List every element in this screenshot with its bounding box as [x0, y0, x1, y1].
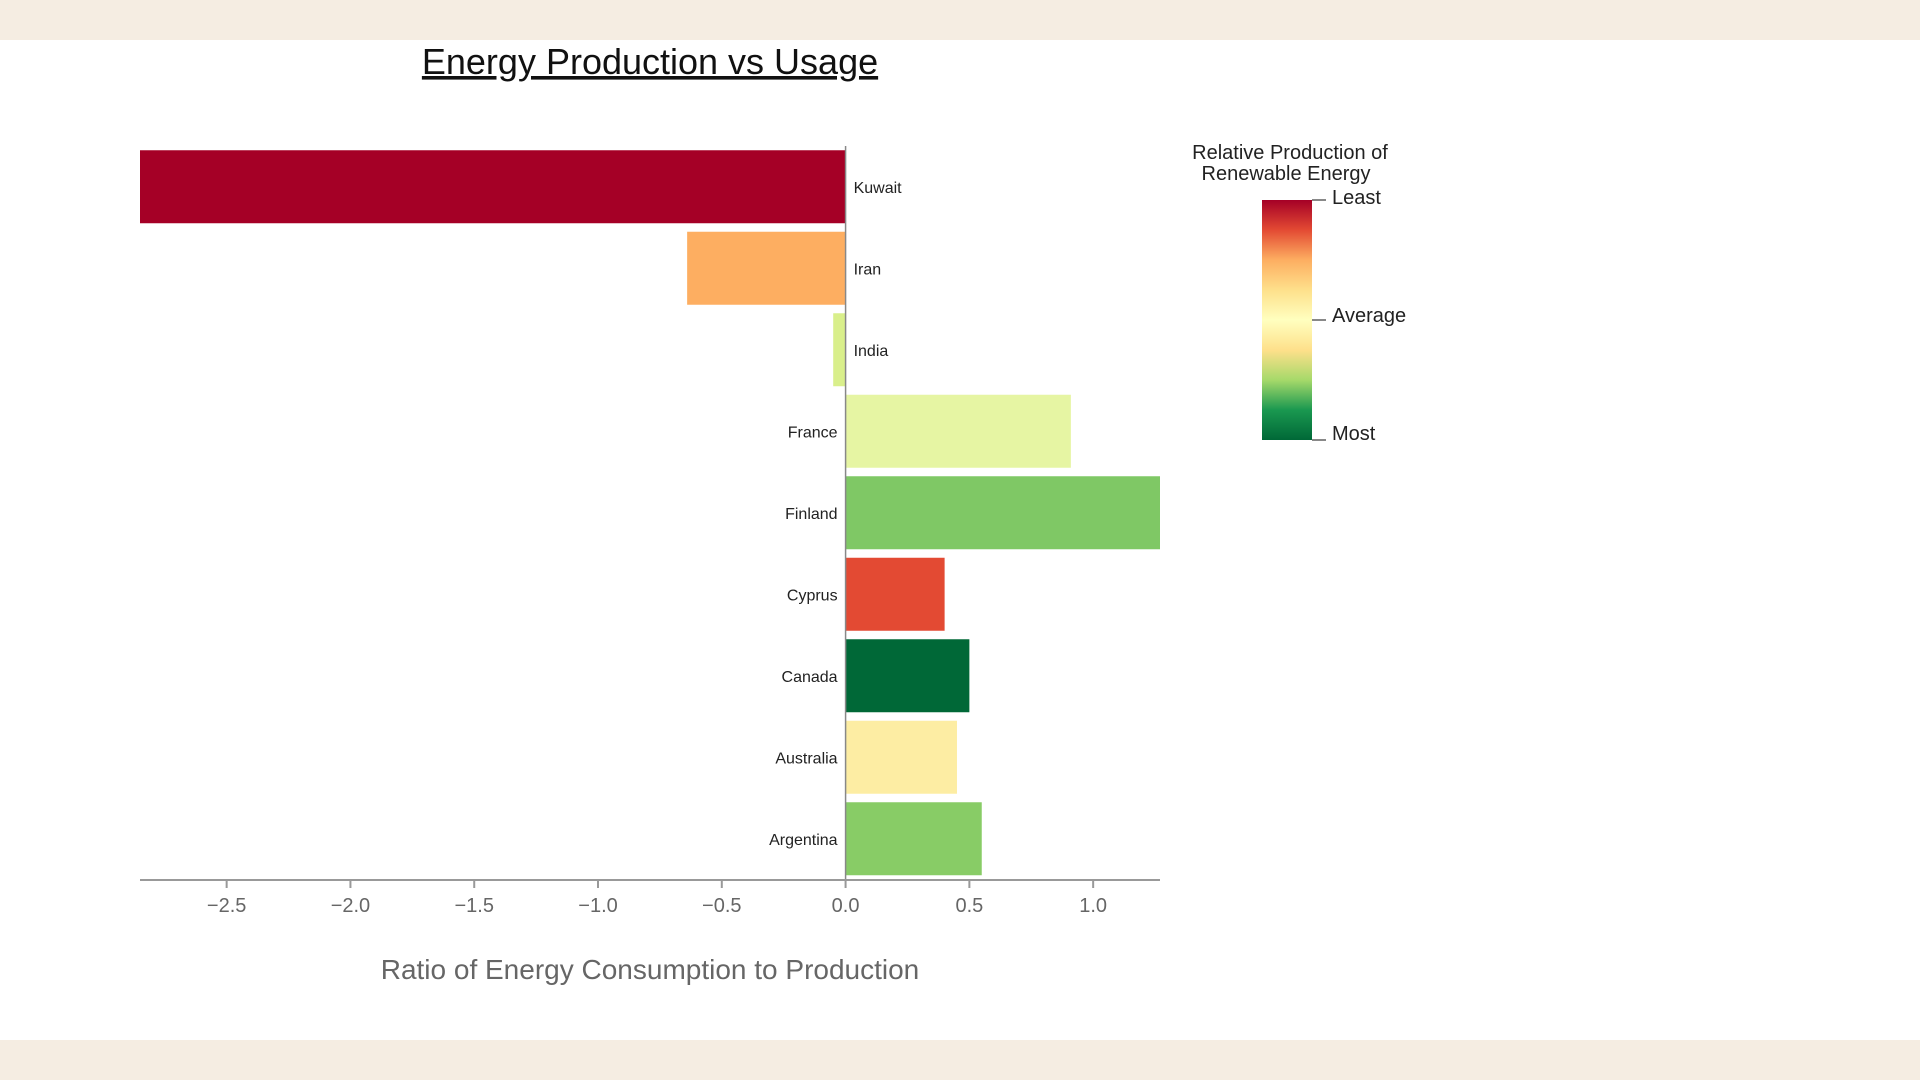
x-tick-label: 0.0 — [832, 895, 860, 917]
category-label-argentina: Argentina — [769, 832, 838, 849]
category-label-kuwait: Kuwait — [854, 180, 903, 197]
legend-title-line-2: Renewable Energy — [1202, 163, 1371, 185]
x-tick-label: 0.5 — [955, 895, 983, 917]
x-axis-title: Ratio of Energy Consumption to Productio… — [381, 954, 920, 985]
category-label-cyprus: Cyprus — [787, 587, 838, 604]
bottom-band — [0, 1040, 1920, 1080]
bar-australia — [845, 720, 957, 794]
x-tick-label: −1.5 — [454, 895, 493, 917]
bar-canada — [845, 639, 970, 713]
bar-finland — [845, 476, 1160, 550]
bar-kuwait — [140, 150, 846, 224]
category-label-australia: Australia — [775, 750, 837, 767]
legend-label-average: Average — [1332, 305, 1406, 327]
category-label-india: India — [854, 343, 889, 360]
x-axis-ticks: −2.5 −2.0 −1.5 −1.0 −0.5 0.0 0.5 1.0 — [207, 880, 1107, 917]
category-label-france: France — [788, 424, 838, 441]
x-tick-label: −2.0 — [331, 895, 370, 917]
x-tick-label: 1.0 — [1079, 895, 1107, 917]
bar-cyprus — [845, 557, 945, 631]
bar-iran — [687, 231, 846, 305]
category-label-iran: Iran — [854, 261, 882, 278]
legend-label-least: Least — [1332, 187, 1381, 209]
category-label-finland: Finland — [785, 506, 837, 523]
color-legend: Relative Production of Renewable Energy … — [1192, 142, 1406, 445]
bar-india — [833, 313, 846, 387]
bar-chart: Energy Production vs Usage Kuwait Iran Ind… — [140, 41, 1406, 985]
x-tick-label: −2.5 — [207, 895, 246, 917]
category-label-canada: Canada — [782, 669, 838, 686]
bar-argentina — [845, 802, 982, 876]
x-tick-label: −0.5 — [702, 895, 741, 917]
bars-layer: Kuwait Iran India France Finland Cyprus Canada… — [140, 150, 1160, 876]
legend-label-most: Most — [1332, 423, 1376, 445]
chart-panel: Energy Production vs Usage Kuwait Iran Ind… — [0, 40, 1920, 1040]
chart-title: Energy Production vs Usage — [422, 41, 878, 82]
legend-color-ramp — [1262, 200, 1312, 440]
x-tick-label: −1.0 — [578, 895, 617, 917]
bar-france — [845, 394, 1071, 468]
top-band — [0, 0, 1920, 40]
legend-title-line-1: Relative Production of — [1192, 142, 1388, 164]
